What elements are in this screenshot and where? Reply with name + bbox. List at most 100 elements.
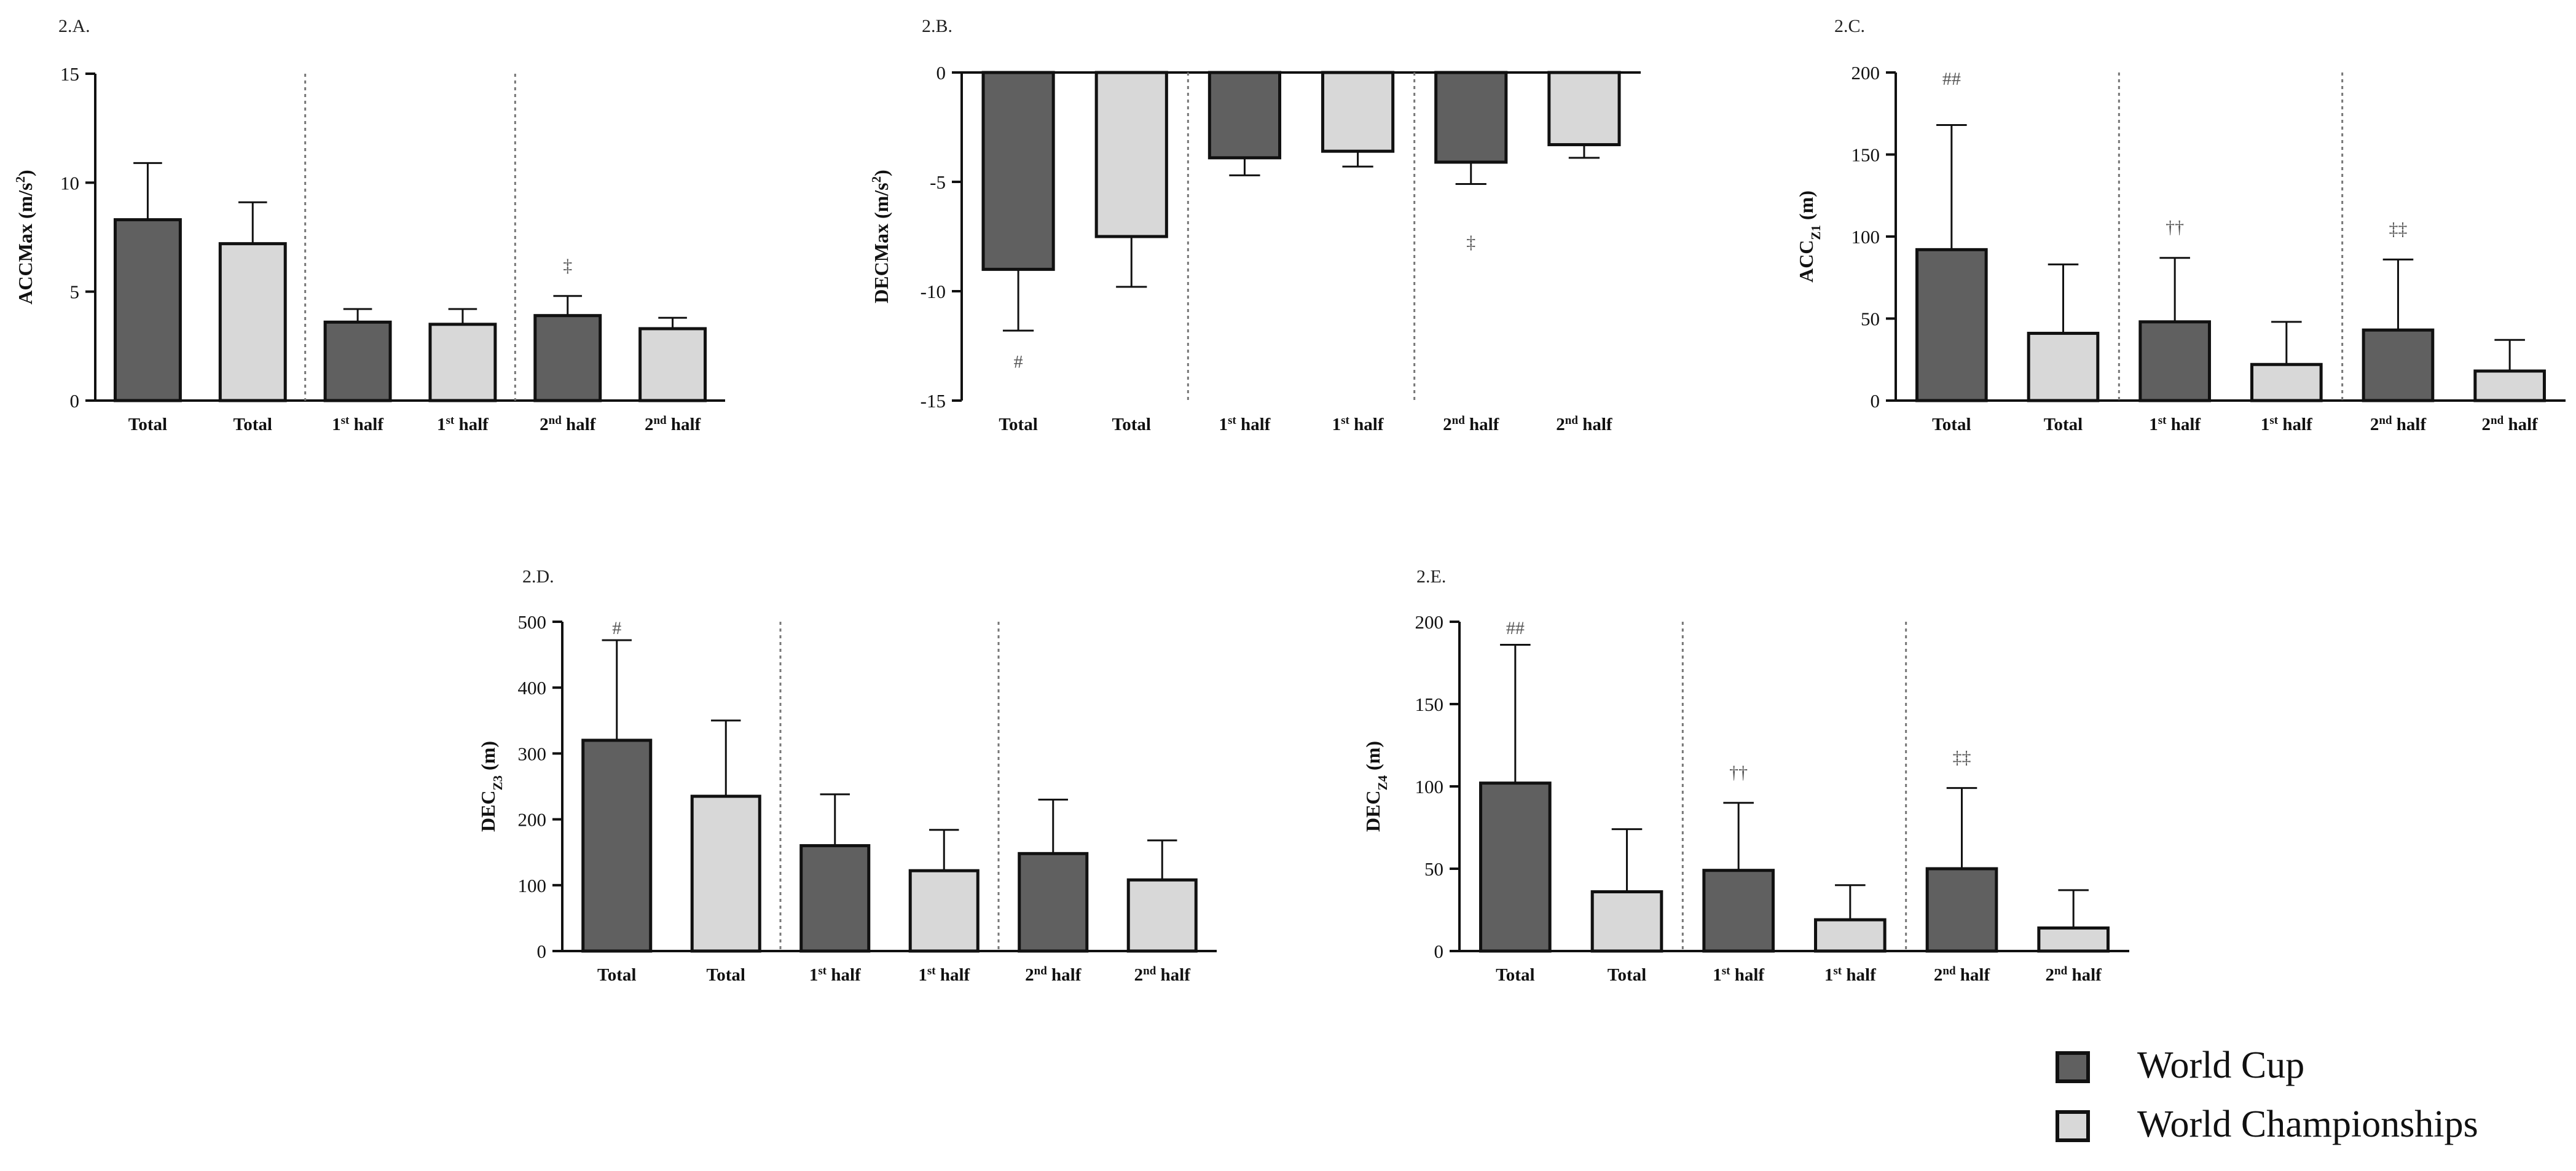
bar bbox=[1321, 71, 1395, 153]
bar bbox=[323, 320, 392, 402]
panel-label: 2.E. bbox=[1416, 566, 1446, 587]
legend-label: World Cup bbox=[2137, 1044, 2304, 1086]
x-tick-label: 1st half bbox=[918, 965, 970, 985]
bar bbox=[581, 738, 653, 953]
x-tick-label: 2nd half bbox=[1134, 965, 1191, 985]
bar bbox=[218, 242, 287, 402]
y-axis-label: DECZ3 (m) bbox=[477, 741, 505, 832]
x-tick-label: 1st half bbox=[809, 965, 861, 985]
y-tick-label: 100 bbox=[1852, 226, 1880, 248]
y-tick-label: 0 bbox=[537, 941, 547, 962]
x-tick-label: Total bbox=[1112, 415, 1151, 434]
bar bbox=[908, 869, 980, 953]
x-tick-label: Total bbox=[1932, 415, 1971, 434]
y-tick-label: 100 bbox=[1415, 776, 1444, 797]
x-tick-label: 1st half bbox=[2149, 414, 2201, 435]
significance-marker: †† bbox=[1729, 762, 1748, 783]
y-tick-label: 50 bbox=[1861, 308, 1880, 330]
x-tick-label: Total bbox=[597, 965, 636, 985]
x-tick-label: 2nd half bbox=[1025, 965, 1082, 985]
panel-2b: 2.B. DECMax (m/s2) -15 -10 -5 0 Total Total 1st … bbox=[869, 16, 1641, 434]
x-tick-label: 1st half bbox=[437, 414, 489, 435]
y-tick-label: 15 bbox=[60, 63, 79, 85]
x-tick-label: 2nd half bbox=[2046, 965, 2102, 985]
y-tick-label: 5 bbox=[70, 281, 80, 303]
y-tick-label: -10 bbox=[921, 281, 946, 302]
x-tick-label: 1st half bbox=[332, 414, 383, 435]
legend-item-world-cup: World Cup bbox=[2056, 1044, 2304, 1086]
y-tick-label: 400 bbox=[518, 677, 547, 699]
y-tick-label: 10 bbox=[60, 172, 79, 194]
panel-label: 2.B. bbox=[922, 16, 952, 36]
y-tick-label: 200 bbox=[518, 809, 547, 831]
panel-2d: 2.D. DECZ3 (m) 0 100 200 300 400 500 Total Total 1… bbox=[477, 566, 1217, 985]
panel-label: 2.D. bbox=[522, 566, 554, 587]
y-axis-label: ACCMax (m/s2) bbox=[13, 170, 36, 304]
x-tick-label: Total bbox=[999, 415, 1037, 434]
bar bbox=[1479, 781, 1552, 953]
x-tick-label: 1st half bbox=[1824, 965, 1876, 985]
legend-item-world-championships: World Championships bbox=[2056, 1103, 2478, 1145]
significance-marker: †† bbox=[2166, 217, 2184, 238]
panel-2c: 2.C. ACCZ1 (m) 0 50 100 150 200 Total Total 1st h… bbox=[1795, 16, 2566, 434]
x-tick-label: 2nd half bbox=[1934, 965, 1990, 985]
significance-marker: ‡ bbox=[1466, 232, 1475, 253]
bar bbox=[1814, 918, 1887, 953]
bar bbox=[2362, 328, 2435, 402]
x-tick-label: 2nd half bbox=[540, 414, 596, 435]
significance-marker: ‡ bbox=[563, 256, 572, 276]
y-tick-label: 300 bbox=[518, 743, 547, 764]
bar bbox=[2027, 332, 2100, 402]
bar bbox=[2473, 369, 2546, 402]
y-tick-label: 500 bbox=[518, 611, 547, 633]
y-tick-label: 100 bbox=[518, 875, 547, 896]
y-tick-label: 0 bbox=[1434, 941, 1444, 962]
bar bbox=[533, 314, 602, 402]
y-tick-label: 150 bbox=[1852, 144, 1880, 166]
bar bbox=[1126, 878, 1198, 953]
panel-label: 2.C. bbox=[1834, 16, 1865, 36]
bar bbox=[1018, 852, 1089, 953]
significance-marker: ## bbox=[1506, 618, 1525, 638]
x-tick-label: 2nd half bbox=[645, 414, 701, 435]
y-tick-label: 50 bbox=[1424, 858, 1443, 880]
legend-swatch bbox=[2056, 1110, 2090, 1142]
y-axis-label: DECZ4 (m) bbox=[1362, 741, 1390, 832]
x-tick-label: Total bbox=[707, 965, 745, 985]
y-tick-label: 0 bbox=[937, 62, 946, 84]
legend-label: World Championships bbox=[2137, 1103, 2478, 1145]
bar bbox=[638, 327, 707, 402]
y-tick-label: 0 bbox=[70, 390, 80, 412]
y-axis-label: ACCZ1 (m) bbox=[1795, 190, 1823, 283]
y-tick-label: 200 bbox=[1852, 62, 1880, 84]
x-tick-label: Total bbox=[128, 415, 167, 434]
y-axis-label: DECMax (m/s2) bbox=[869, 170, 892, 304]
bar bbox=[1702, 869, 1775, 953]
bar bbox=[1094, 71, 1168, 238]
panel-2e: 2.E. DECZ4 (m) 0 50 100 150 200 Total Total 1st h… bbox=[1362, 566, 2129, 985]
y-tick-label: 150 bbox=[1415, 694, 1444, 715]
panel-2a: 2.A. ACCMax (m/s2) 0 5 10 15 Total Total 1st hal… bbox=[13, 16, 725, 434]
significance-marker: # bbox=[1014, 351, 1023, 372]
x-tick-label: 2nd half bbox=[2370, 414, 2427, 435]
bar bbox=[428, 323, 497, 402]
bar bbox=[2037, 926, 2110, 953]
panel-label: 2.A. bbox=[58, 16, 90, 36]
x-tick-label: 1st half bbox=[2261, 414, 2312, 435]
y-tick-label: -15 bbox=[921, 390, 946, 412]
x-tick-label: Total bbox=[1608, 965, 1646, 985]
bar bbox=[2138, 320, 2211, 402]
x-tick-label: Total bbox=[1496, 965, 1534, 985]
y-tick-label: -5 bbox=[930, 171, 946, 193]
x-tick-label: Total bbox=[2044, 415, 2083, 434]
significance-marker: ‡‡ bbox=[2389, 219, 2408, 239]
x-tick-label: 1st half bbox=[1219, 414, 1271, 435]
bar bbox=[1547, 71, 1621, 146]
x-tick-label: 2nd half bbox=[1443, 414, 1499, 435]
y-tick-label: 200 bbox=[1415, 611, 1444, 633]
significance-marker: ‡‡ bbox=[1953, 748, 1971, 768]
significance-marker: ## bbox=[1942, 69, 1961, 89]
x-tick-label: Total bbox=[234, 415, 272, 434]
x-tick-label: 1st half bbox=[1713, 965, 1764, 985]
